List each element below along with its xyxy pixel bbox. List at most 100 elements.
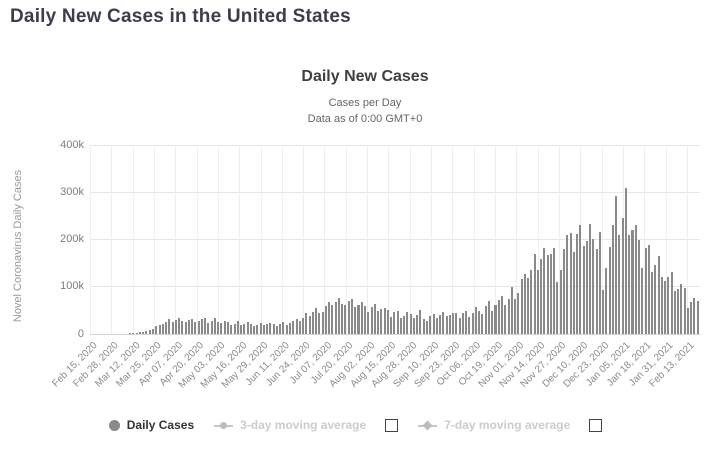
daily-cases-bar [386,310,389,334]
legend-item-3day-moving-average[interactable]: 3-day moving average [214,418,399,432]
x-gridline [601,145,603,334]
daily-cases-bar [204,318,207,334]
daily-cases-bar [148,329,151,334]
x-gridline [644,145,646,334]
daily-cases-bar [667,277,670,334]
daily-cases-bar [455,312,458,334]
3day-moving-average-checkbox[interactable] [385,418,399,432]
daily-cases-bar [651,271,654,334]
daily-cases-bar [380,309,383,334]
daily-cases-bar [677,289,680,334]
daily-cases-bar [259,322,262,334]
daily-cases-bar [311,312,314,334]
daily-cases-bar [641,267,644,334]
daily-cases-bar [194,322,197,334]
daily-cases-bar [282,321,285,334]
daily-cases-bar [422,318,425,334]
daily-cases-bar [142,331,145,334]
daily-cases-bar [308,315,311,334]
daily-cases-bar [425,321,428,334]
daily-cases-bar [445,316,448,334]
daily-cases-bar [256,325,259,334]
legend-label-3day-moving-average: 3-day moving average [240,418,367,432]
daily-cases-bar [501,296,504,334]
daily-cases-bar [533,253,536,334]
daily-cases-bar [165,321,168,334]
legend-item-7day-moving-average[interactable]: 7-day moving average [418,418,603,432]
daily-cases-bar [236,321,239,334]
daily-cases-bar [582,246,585,334]
daily-cases-bar [383,307,386,334]
daily-cases-bar [138,332,141,334]
daily-cases-bar [461,313,464,334]
daily-cases-bar [670,271,673,334]
x-gridline [473,145,475,334]
daily-cases-bar [272,323,275,334]
daily-cases-bar [491,311,494,334]
daily-cases-bar [233,324,236,334]
daily-cases-bar [576,234,579,334]
daily-cases-bar [595,248,598,334]
daily-cases-marker-icon [108,419,120,431]
x-gridline [239,145,241,334]
daily-cases-bar [321,311,324,334]
daily-cases-bar [377,311,380,334]
daily-cases-bar [660,277,663,334]
daily-cases-bar [562,248,565,334]
7day-moving-average-checkbox[interactable] [589,418,603,432]
daily-cases-bar [161,324,164,334]
daily-cases-bar [624,188,627,334]
daily-cases-bar [540,259,543,334]
legend-item-daily-cases[interactable]: Daily Cases [108,418,194,432]
x-gridline [686,145,688,334]
daily-cases-bar [556,282,559,334]
daily-cases-bar [367,312,370,334]
x-gridline [153,145,155,334]
daily-cases-bar [569,233,572,334]
x-gridline [303,145,305,334]
daily-cases-bar [279,324,282,334]
daily-cases-bar [213,317,216,334]
daily-cases-bar [471,313,474,334]
daily-cases-bar [158,325,161,334]
daily-cases-bar [145,330,148,334]
daily-cases-bar [559,269,562,334]
daily-cases-bar [520,279,523,334]
daily-cases-bar [399,317,402,334]
daily-cases-bar [370,306,373,334]
daily-cases-bar [458,317,461,334]
daily-cases-bar [181,320,184,334]
daily-cases-bar [393,311,396,334]
daily-cases-bar [223,320,226,334]
daily-cases-bar [481,314,484,334]
x-gridline [281,145,283,334]
daily-cases-bar [523,274,526,334]
x-gridline [409,145,411,334]
daily-cases-bar [151,328,154,334]
x-gridline [452,145,454,334]
x-gridline [175,145,177,334]
daily-cases-bar [262,324,265,334]
x-gridline [516,145,518,334]
y-gridline [90,333,700,335]
chart-subtitle-line1: Cases per Day [328,97,402,109]
x-gridline [495,145,497,334]
x-gridline [388,145,390,334]
daily-cases-bar [155,325,158,334]
daily-cases-bar [553,248,556,334]
daily-cases-bar [507,298,510,334]
daily-cases-bar [360,301,363,334]
daily-cases-bar [598,231,601,334]
daily-cases-bar [191,318,194,334]
daily-cases-bar [517,293,520,334]
daily-cases-bar [549,254,552,334]
daily-cases-bar [344,304,347,334]
daily-cases-bar [442,311,445,334]
daily-cases-bar [628,234,631,334]
daily-cases-bar [510,287,513,334]
daily-cases-bar [364,306,367,334]
daily-cases-bar [618,234,621,334]
daily-cases-bar [465,310,468,334]
daily-cases-bar [504,305,507,334]
daily-cases-bar [230,325,233,334]
